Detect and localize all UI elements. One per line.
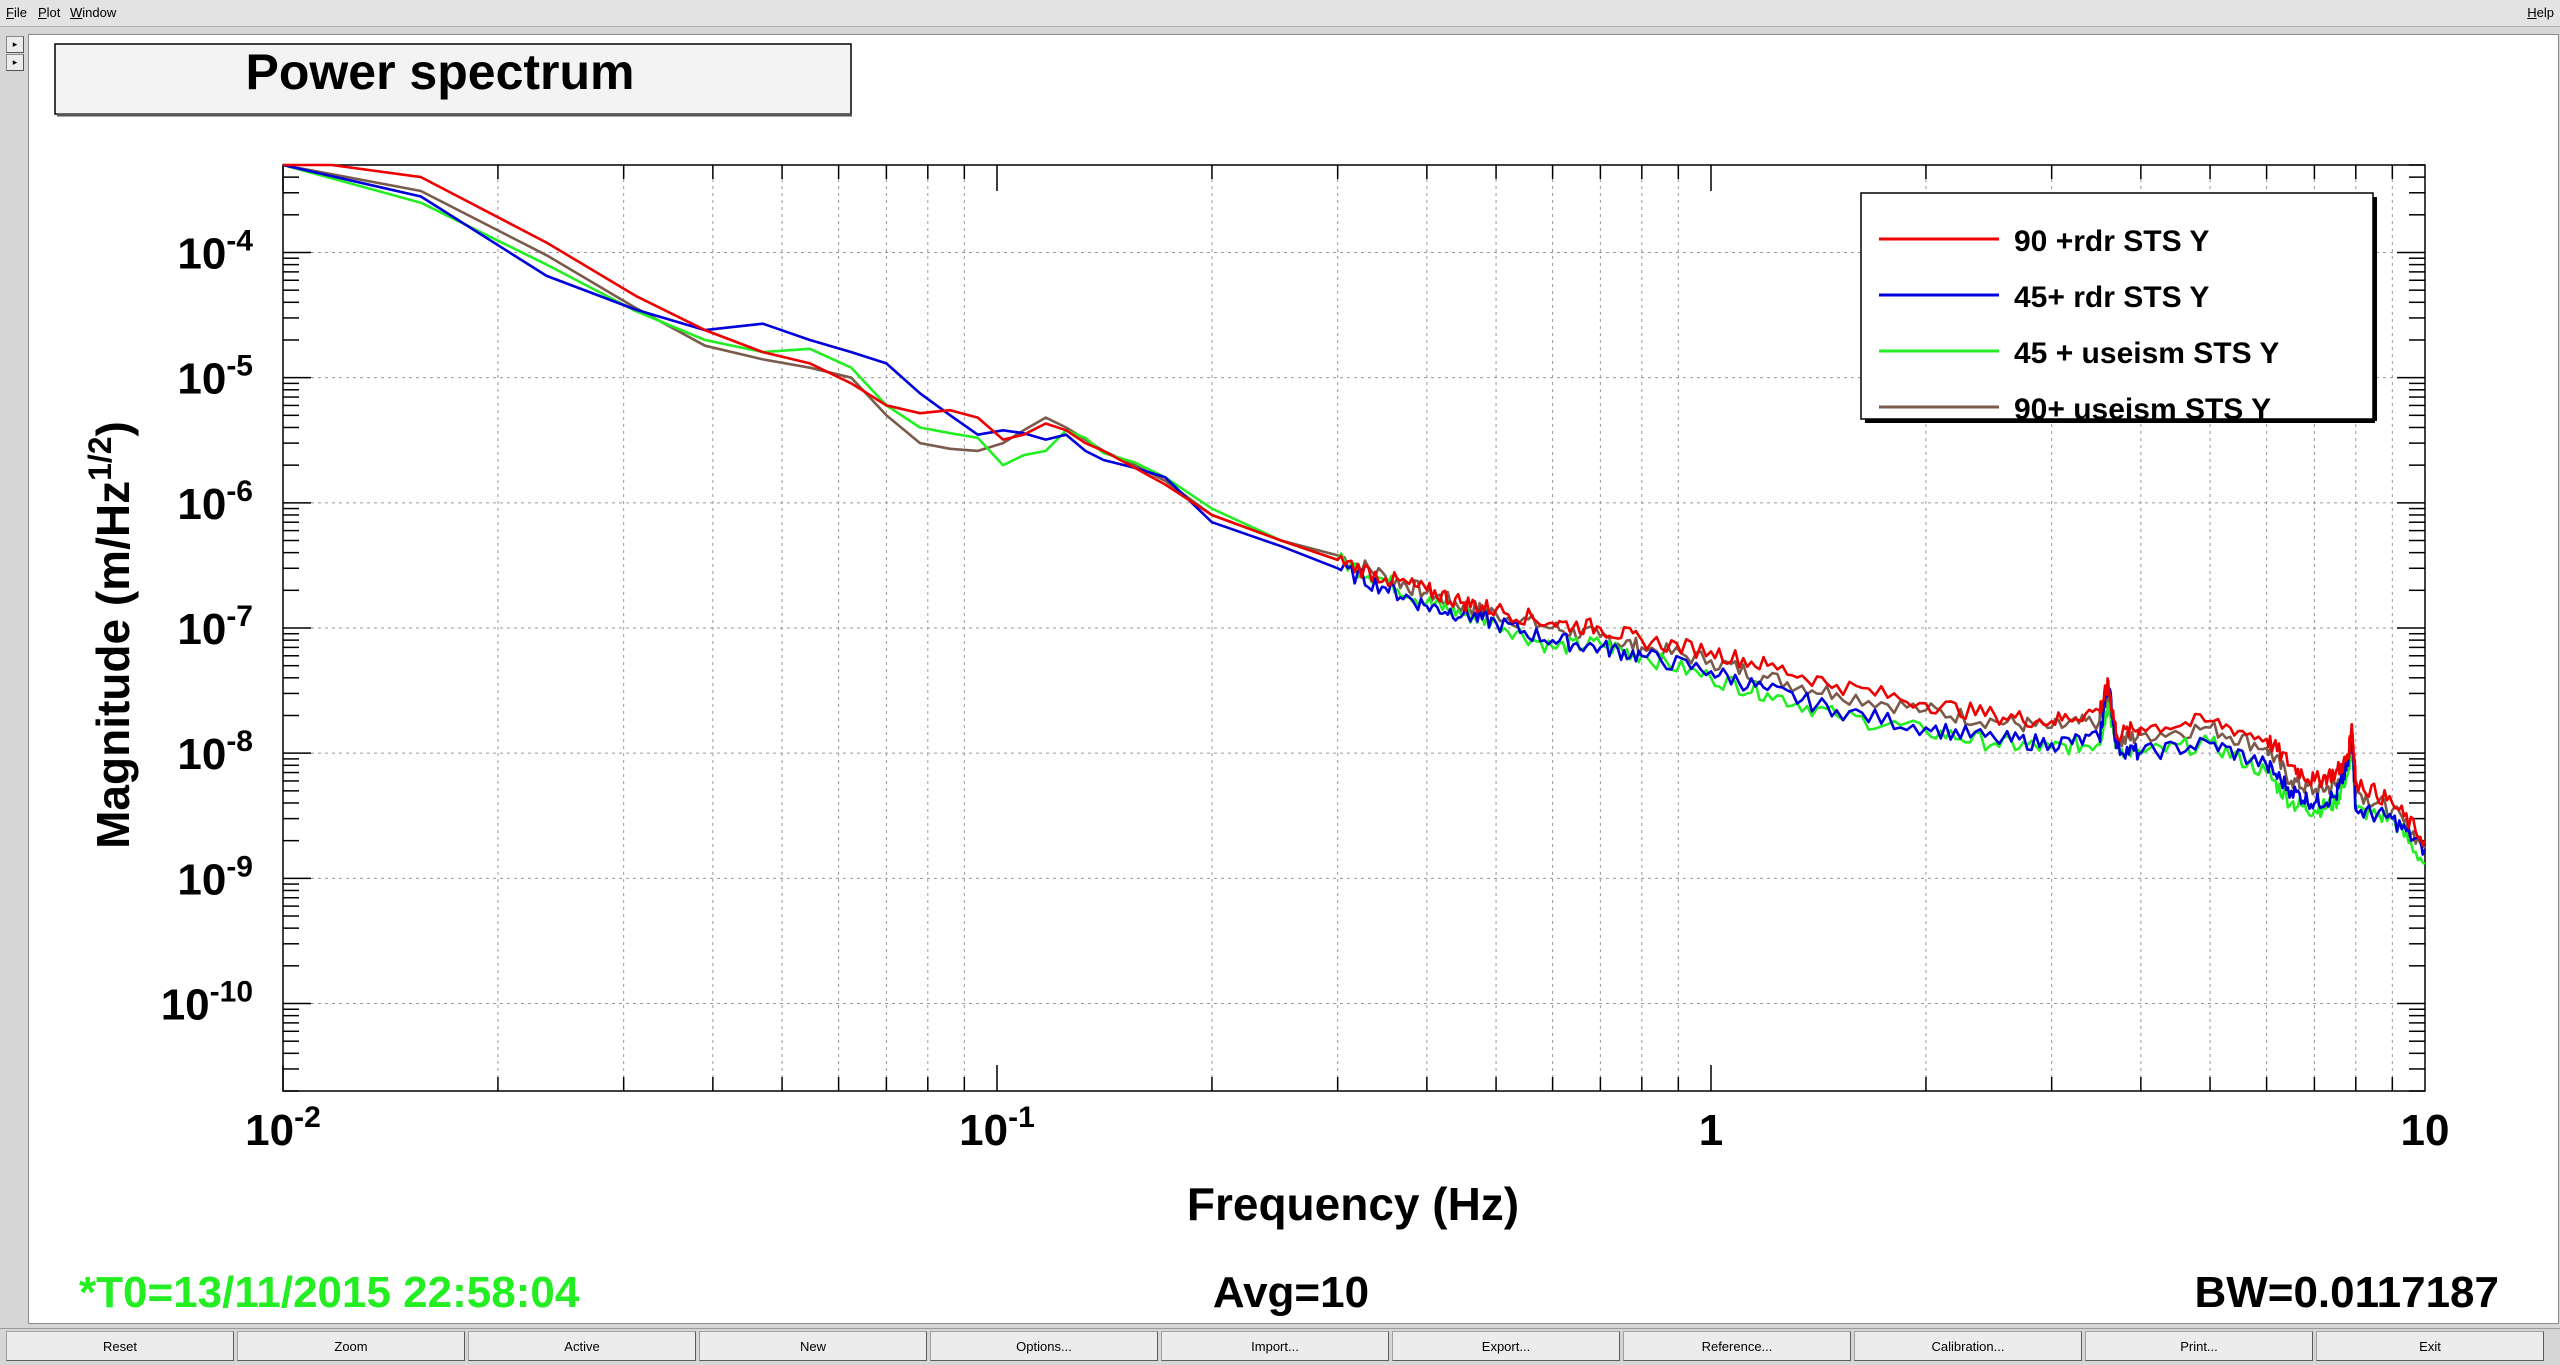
legend-box — [1860, 192, 2374, 420]
tick-base: 10 — [2401, 1106, 2450, 1155]
t0-timestamp: *T0=13/11/2015 22:58:04 — [79, 1268, 580, 1317]
legend: 90 +rdr STS Y 45+ rdr STS Y 45 + useism ST… — [1860, 192, 2377, 426]
avg-count: Avg=10 — [1213, 1268, 1369, 1317]
tick-base: 10 — [177, 855, 226, 904]
tick-exponent: -9 — [226, 850, 253, 883]
tick-exponent: -7 — [226, 600, 253, 633]
tick-base: 1 — [1699, 1106, 1723, 1155]
y-axis-title-main: Magnitude (m/Hz — [87, 481, 139, 849]
menu-file[interactable]: File — [6, 5, 27, 20]
title-box — [54, 43, 852, 115]
y-tick-label: 10-10 — [161, 976, 253, 1030]
legend-label: 90+ useism STS Y — [2014, 393, 2271, 426]
plot-canvas[interactable]: Power spectrum 10-2 10-1 1 10 10-4 10-5 10-6 1… — [28, 34, 2559, 1324]
tick-base: 10 — [959, 1106, 1008, 1155]
y-tick-label: 10-5 — [177, 350, 253, 404]
grid-lines — [283, 165, 2425, 1091]
y-tick-label: 10-6 — [177, 475, 253, 529]
expand-arrow-icon[interactable]: ▸ — [6, 36, 24, 53]
reset-button[interactable]: Reset — [6, 1331, 234, 1361]
menu-help[interactable]: Help — [2527, 5, 2554, 20]
x-tick-label: 10-2 — [245, 1101, 321, 1155]
tick-base: 10 — [177, 480, 226, 529]
menu-window[interactable]: Window — [70, 5, 117, 20]
menu-bar: File Plot Window Help — [0, 0, 2560, 27]
y-axis-title: Magnitude (m/Hz1/2) — [82, 421, 139, 849]
menu-plot[interactable]: Plot — [38, 5, 61, 20]
zoom-button[interactable]: Zoom — [237, 1331, 465, 1361]
bandwidth: BW=0.0117187 — [2194, 1268, 2499, 1317]
y-tick-labels: 10-410-510-610-710-810-910-10 — [161, 224, 254, 1029]
tick-base: 10 — [177, 229, 226, 278]
series-line — [283, 163, 2427, 847]
new-button[interactable]: New — [699, 1331, 927, 1361]
power-spectrum-plot[interactable]: Power spectrum 10-2 10-1 1 10 10-410-510-61… — [29, 35, 2558, 1323]
y-tick-label: 10-8 — [177, 725, 253, 779]
tick-base: 10 — [245, 1106, 294, 1155]
y-tick-label: 10-4 — [177, 224, 253, 278]
x-tick-label: 10 — [2401, 1106, 2450, 1155]
legend-label: 45 + useism STS Y — [2014, 337, 2279, 370]
export-button[interactable]: Export... — [1392, 1331, 1620, 1361]
chart-title: Power spectrum — [245, 44, 634, 100]
tick-exponent: -6 — [226, 475, 253, 508]
tick-base: 10 — [161, 981, 210, 1030]
calibration-button[interactable]: Calibration... — [1854, 1331, 2082, 1361]
import-button[interactable]: Import... — [1161, 1331, 1389, 1361]
tick-base: 10 — [177, 355, 226, 404]
expand-arrow-icon[interactable]: ▸ — [6, 54, 24, 71]
legend-label: 45+ rdr STS Y — [2014, 281, 2209, 314]
x-tick-label: 10-1 — [959, 1101, 1035, 1155]
tick-base: 10 — [177, 730, 226, 779]
y-tick-label: 10-7 — [177, 600, 253, 654]
tick-exponent: -2 — [294, 1101, 321, 1134]
y-tick-label: 10-9 — [177, 850, 253, 904]
y-axis-title-close: ) — [87, 421, 139, 436]
options-button[interactable]: Options... — [930, 1331, 1158, 1361]
tick-exponent: -1 — [1008, 1101, 1035, 1134]
active-button[interactable]: Active — [468, 1331, 696, 1361]
x-axis-title: Frequency (Hz) — [1187, 1178, 1519, 1230]
tick-base: 10 — [177, 605, 226, 654]
series-line — [282, 163, 2427, 856]
x-tick-label: 1 — [1699, 1106, 1723, 1155]
tick-exponent: -10 — [210, 976, 253, 1009]
tick-exponent: -5 — [226, 350, 253, 383]
exit-button[interactable]: Exit — [2316, 1331, 2544, 1361]
reference-button[interactable]: Reference... — [1623, 1331, 1851, 1361]
y-axis-title-sup: 1/2 — [82, 436, 118, 480]
axis-ticks — [282, 164, 2425, 1092]
bottom-toolbar: Reset Zoom Active New Options... Import.… — [0, 1328, 2560, 1365]
legend-label: 90 +rdr STS Y — [2014, 225, 2209, 258]
x-tick-labels: 10-2 10-1 1 10 — [245, 1101, 2449, 1155]
tick-exponent: -4 — [226, 224, 253, 257]
tick-exponent: -8 — [226, 725, 253, 758]
print-button[interactable]: Print... — [2085, 1331, 2313, 1361]
series-lines — [282, 163, 2427, 866]
